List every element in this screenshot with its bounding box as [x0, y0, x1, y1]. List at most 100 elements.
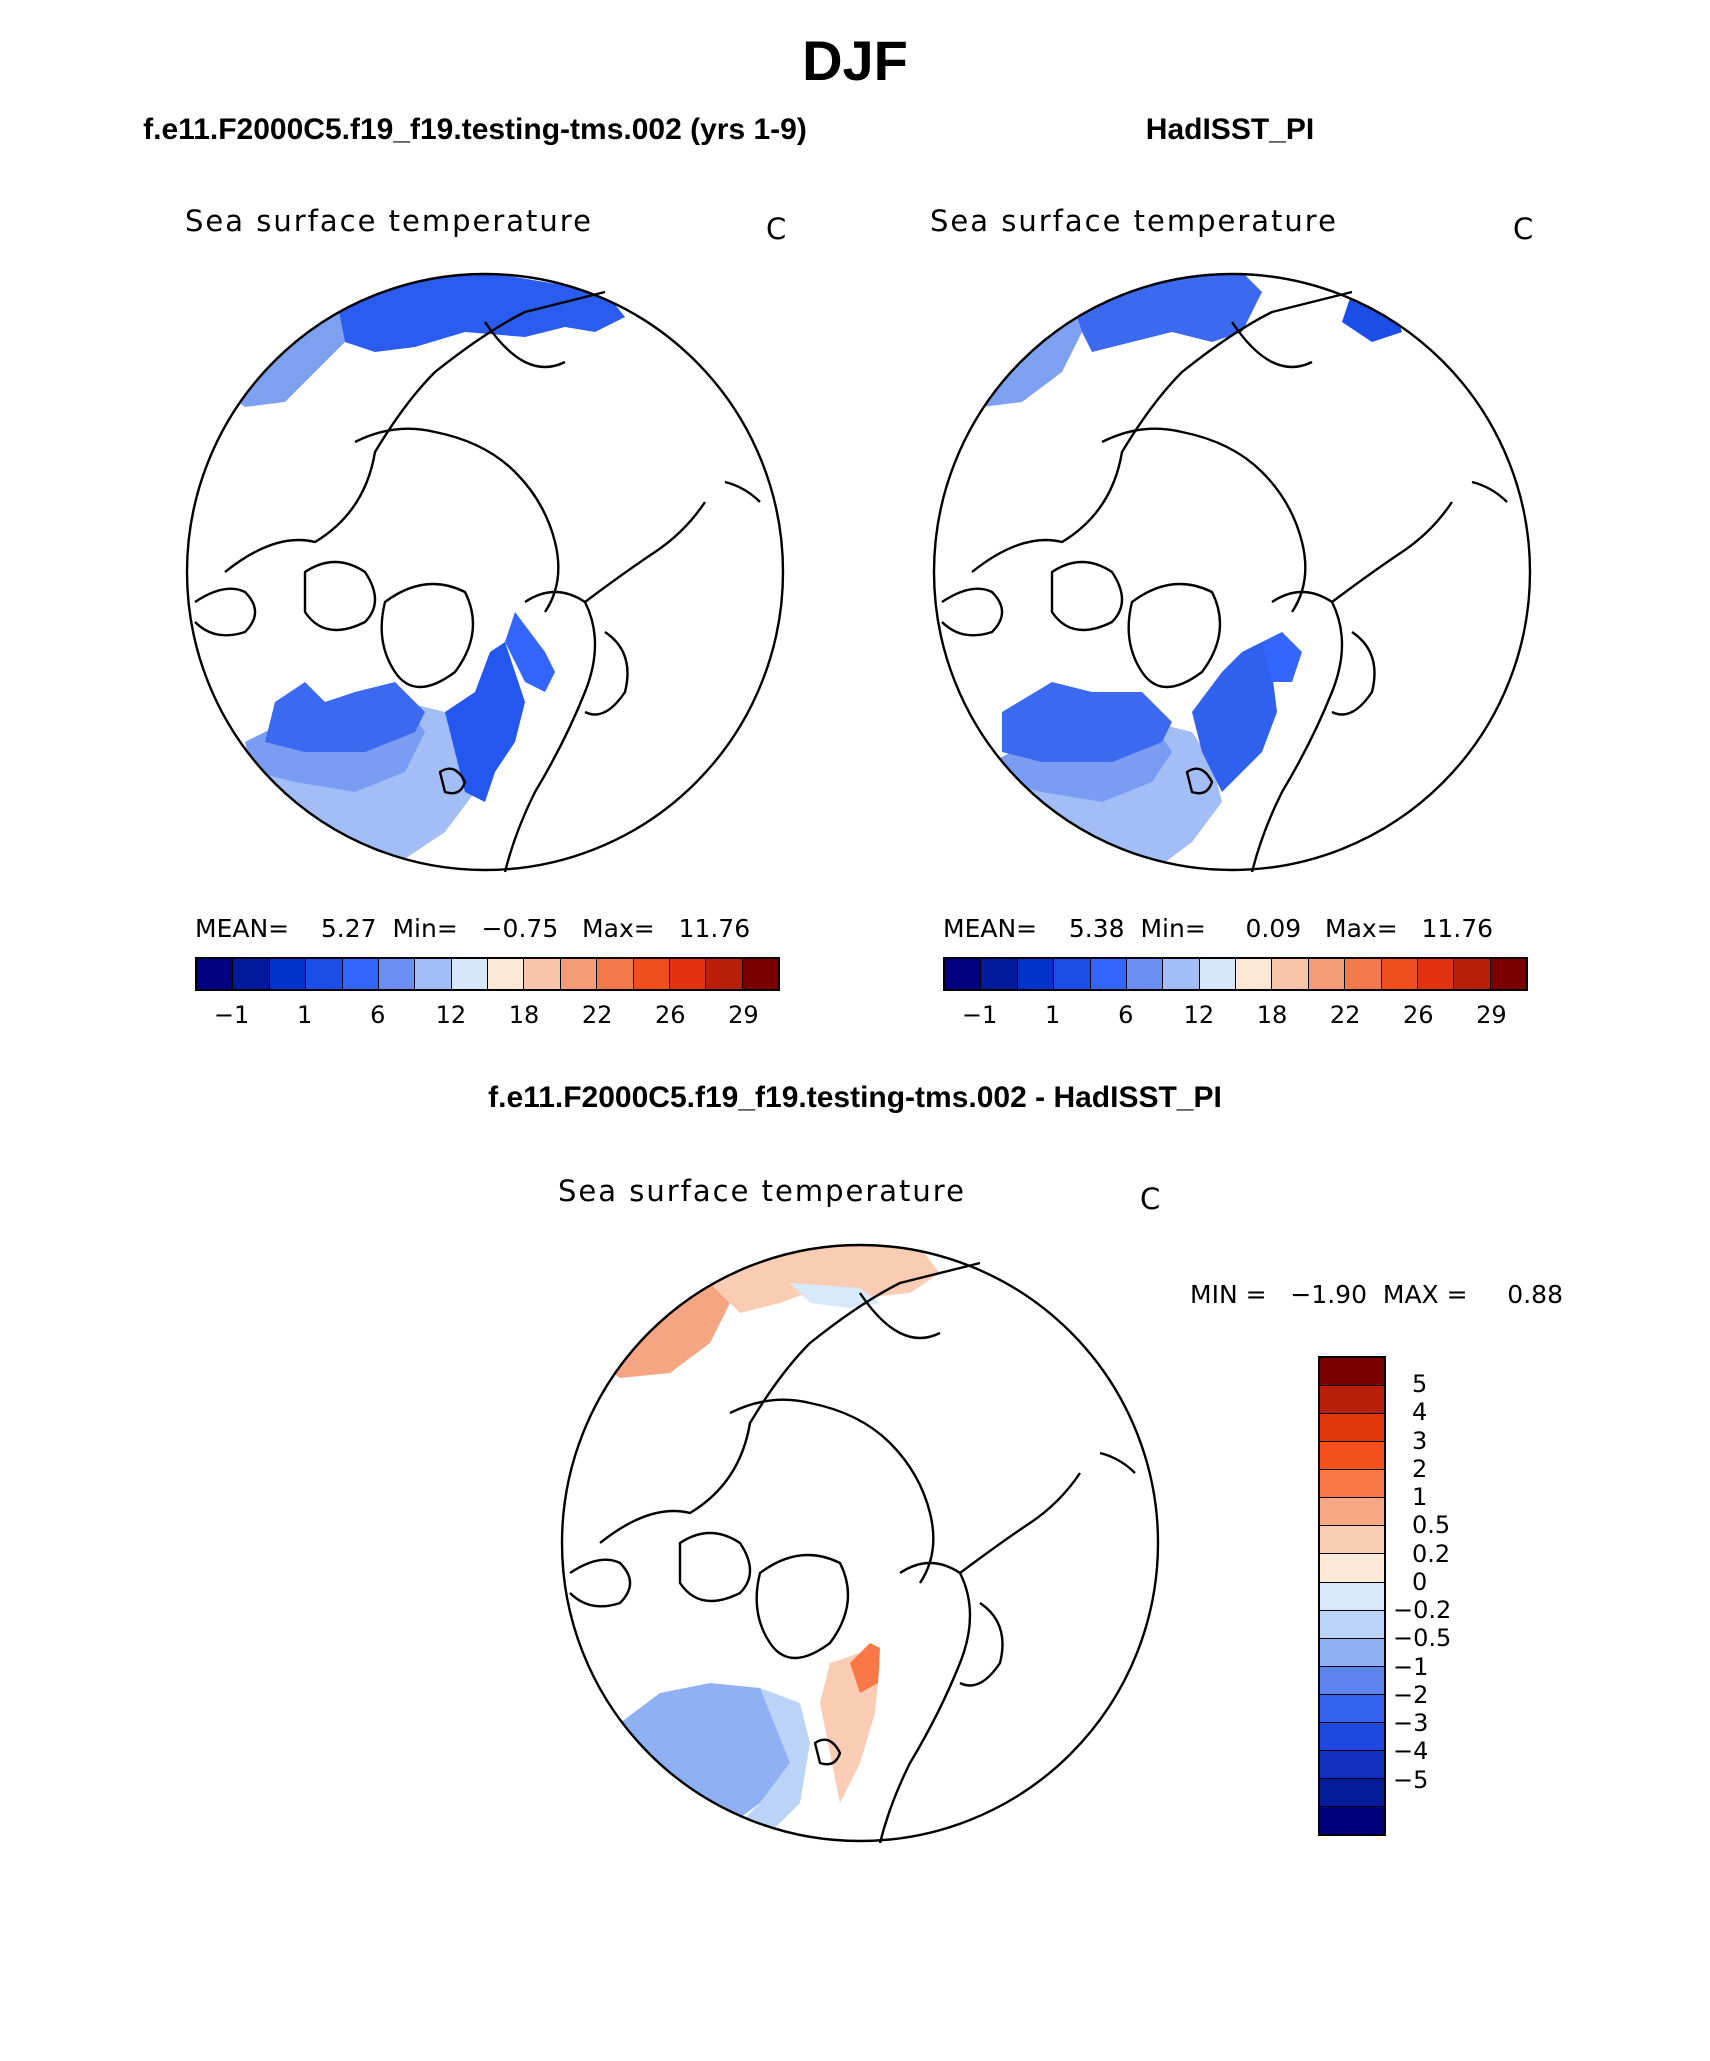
diff-colorbar-tick-label: −1 [1393, 1652, 1429, 1681]
diff-variable-label: Sea surface temperature [558, 1174, 966, 1208]
model-colorbar-tick-label: 18 [508, 1001, 540, 1029]
model-colorbar-box [560, 959, 598, 989]
model-variable-label: Sea surface temperature [185, 204, 593, 238]
obs-colorbar-tick-label: 6 [1118, 1001, 1134, 1029]
model-colorbar-box [306, 959, 343, 989]
obs-sst-barents [1262, 632, 1302, 682]
diff-colorbar-box [1320, 1526, 1384, 1555]
obs-colorbar-box [1272, 959, 1309, 989]
model-colorbar [195, 957, 780, 991]
obs-colorbar-box [1454, 959, 1491, 989]
model-panel-title: f.e11.F2000C5.f19_f19.testing-tms.002 (y… [143, 113, 807, 146]
model-colorbar-box [197, 959, 234, 989]
obs-colorbar-box [1090, 959, 1127, 989]
obs-colorbar-tick-label: 29 [1476, 1001, 1507, 1029]
model-stats: MEAN= 5.27 Min= −0.75 Max= 11.76 [195, 914, 751, 943]
diff-colorbar-box [1320, 1807, 1384, 1835]
model-sst-norwegian [445, 642, 525, 802]
diff-colorbar-tick-label: 1 [1412, 1483, 1428, 1512]
diff-unit-label: C [1140, 1182, 1161, 1216]
obs-variable-label: Sea surface temperature [930, 204, 1338, 238]
diff-colorbar-tick-label: −0.2 [1393, 1596, 1452, 1625]
diff-colorbar-box [1320, 1358, 1384, 1387]
model-unit-label: C [766, 212, 787, 246]
obs-colorbar-box [1236, 959, 1273, 989]
obs-colorbar-tick-label: 26 [1403, 1001, 1434, 1029]
diff-colorbar-tick-label: 4 [1412, 1398, 1428, 1427]
model-colorbar-tick-label: −1 [213, 1001, 250, 1029]
obs-sst-pacific-dark [1072, 274, 1262, 352]
obs-colorbar-box [981, 959, 1018, 989]
diff-colorbar-tick-label: 2 [1412, 1454, 1428, 1483]
obs-colorbar-box [1017, 959, 1055, 989]
diff-colorbar-tick-label: −0.5 [1393, 1624, 1452, 1653]
model-colorbar-tick-label: 22 [581, 1001, 613, 1029]
diff-colorbar-tick-label: −4 [1393, 1737, 1429, 1766]
diff-colorbar-box [1320, 1442, 1384, 1471]
diff-colorbar-tick-label: −2 [1393, 1680, 1429, 1709]
obs-colorbar-box [1199, 959, 1236, 989]
obs-colorbar-box [1163, 959, 1200, 989]
diff-colorbar-box [1320, 1778, 1384, 1807]
model-sst-pacific-dark [335, 274, 625, 352]
diff-colorbar-box [1320, 1638, 1384, 1667]
diff-colorbar-box [1320, 1722, 1384, 1751]
diff-colorbar-tick-label: 5 [1412, 1370, 1428, 1399]
model-colorbar-box [233, 959, 270, 989]
diff-colorbar [1318, 1356, 1386, 1836]
obs-colorbar-tick-label: 18 [1256, 1001, 1288, 1029]
diff-colorbar-tick-label: −3 [1393, 1709, 1429, 1738]
diff-colorbar-box [1320, 1694, 1384, 1723]
model-sst-barents [505, 612, 555, 692]
model-colorbar-box [633, 959, 670, 989]
diff-colorbar-box [1320, 1498, 1384, 1527]
diff-colorbar-tick-label: 0 [1412, 1567, 1428, 1596]
obs-sst-norwegian [1192, 642, 1277, 792]
diff-sst-atlantic-light [720, 1688, 810, 1841]
diff-stats: MIN = −1.90 MAX = 0.88 [1190, 1280, 1563, 1309]
diff-colorbar-box [1320, 1554, 1384, 1583]
diff-sst-norwegian-warm [820, 1653, 880, 1803]
diff-colorbar-box [1320, 1666, 1384, 1695]
model-colorbar-box [669, 959, 707, 989]
obs-colorbar-box [1054, 959, 1091, 989]
obs-polar-map [932, 272, 1532, 873]
obs-colorbar-box [1490, 959, 1526, 989]
obs-colorbar-box [1345, 959, 1382, 989]
diff-colorbar-box [1320, 1610, 1384, 1639]
diff-colorbar-box [1320, 1414, 1384, 1443]
obs-colorbar-box [1126, 959, 1164, 989]
diff-colorbar-box [1320, 1750, 1384, 1779]
obs-colorbar-tick-label: −1 [961, 1001, 998, 1029]
model-polar-map [185, 272, 785, 873]
model-colorbar-box [706, 959, 743, 989]
obs-panel-title: HadISST_PI [1145, 113, 1315, 146]
model-colorbar-box [488, 959, 525, 989]
diff-colorbar-box [1320, 1470, 1384, 1499]
obs-stats: MEAN= 5.38 Min= 0.09 Max= 11.76 [943, 914, 1494, 943]
model-sst-labrador [265, 682, 425, 752]
diff-sst-pacific-warm [600, 1273, 730, 1378]
diff-colorbar-tick-label: −5 [1393, 1765, 1429, 1794]
obs-colorbar-box [945, 959, 982, 989]
diff-colorbar-box [1320, 1582, 1384, 1611]
obs-colorbar-tick-label: 1 [1045, 1001, 1061, 1029]
diff-colorbar-tick-label: 3 [1412, 1426, 1428, 1455]
diff-sst-atlantic-cool [620, 1683, 790, 1833]
diff-colorbar-tick-label: 0.2 [1412, 1539, 1451, 1568]
model-colorbar-tick-label: 1 [297, 1001, 313, 1029]
diff-polar-map [560, 1243, 1160, 1844]
model-colorbar-box [269, 959, 307, 989]
figure-title: DJF [802, 29, 908, 92]
model-colorbar-box [742, 959, 778, 989]
diff-colorbar-box [1320, 1386, 1384, 1415]
diff-sst-bering [790, 1283, 880, 1308]
model-colorbar-box [415, 959, 452, 989]
model-colorbar-tick-label: 26 [655, 1001, 686, 1029]
model-colorbar-box [451, 959, 488, 989]
diff-sst-barents-warm [850, 1643, 880, 1693]
model-colorbar-box [342, 959, 379, 989]
obs-colorbar-box [1381, 959, 1418, 989]
obs-colorbar-tick-label: 12 [1183, 1001, 1215, 1029]
obs-colorbar-tick-label: 22 [1329, 1001, 1361, 1029]
